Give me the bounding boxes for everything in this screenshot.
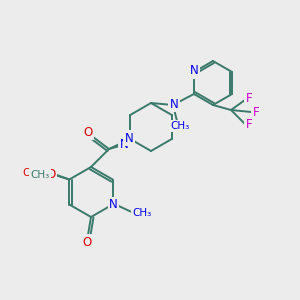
Text: F: F: [246, 92, 252, 106]
Text: CH₃: CH₃: [23, 169, 42, 178]
Text: O: O: [47, 168, 56, 181]
Text: F: F: [253, 106, 259, 118]
Text: CH₃: CH₃: [132, 208, 151, 218]
Text: O: O: [82, 236, 91, 248]
Text: N: N: [169, 98, 178, 110]
Text: N: N: [120, 137, 128, 151]
Text: N: N: [190, 64, 198, 77]
Text: O: O: [83, 125, 93, 139]
Text: N: N: [125, 131, 134, 145]
Text: F: F: [246, 118, 252, 131]
Text: CH₃: CH₃: [170, 121, 190, 131]
Text: O: O: [41, 167, 50, 180]
Text: CH₃: CH₃: [31, 169, 50, 179]
Text: N: N: [109, 198, 118, 211]
